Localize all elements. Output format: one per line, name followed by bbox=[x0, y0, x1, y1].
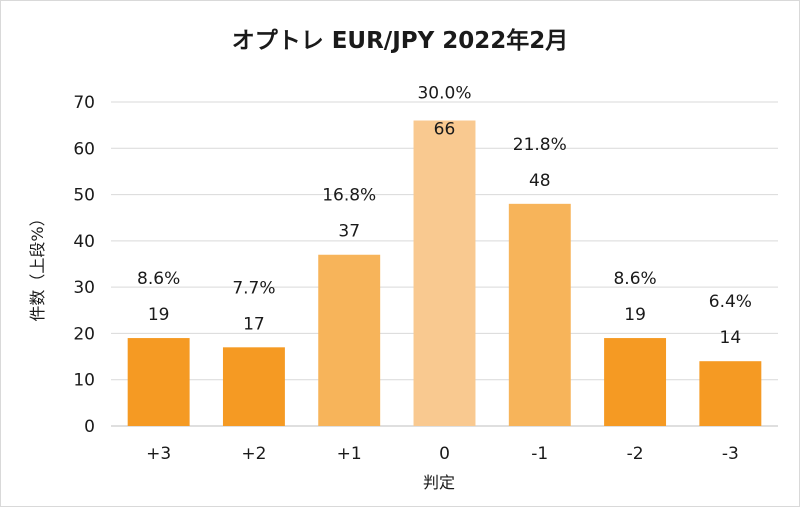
y-tick-label: 0 bbox=[84, 417, 95, 437]
x-tick-label: +3 bbox=[146, 444, 171, 464]
y-tick-label: 60 bbox=[73, 139, 95, 159]
bar bbox=[222, 347, 285, 426]
percent-label: 8.6% bbox=[137, 269, 180, 289]
percent-label: 6.4% bbox=[709, 292, 752, 312]
percent-label: 8.6% bbox=[613, 269, 656, 289]
x-axis-title: 判定 bbox=[423, 473, 455, 492]
y-tick-label: 50 bbox=[73, 186, 95, 206]
y-tick-label: 70 bbox=[73, 93, 95, 113]
value-label: 19 bbox=[624, 305, 646, 325]
y-tick-label: 30 bbox=[73, 278, 95, 298]
bar bbox=[318, 254, 381, 426]
bar bbox=[508, 203, 571, 426]
chart-title: オプトレ EUR/JPY 2022年2月 bbox=[231, 28, 569, 54]
percent-label: 21.8% bbox=[513, 135, 567, 155]
value-label: 17 bbox=[243, 314, 265, 334]
value-label: 14 bbox=[720, 328, 742, 348]
percent-label: 16.8% bbox=[322, 186, 376, 206]
x-tick-label: -3 bbox=[722, 444, 739, 464]
value-label: 66 bbox=[434, 120, 456, 140]
y-tick-label: 40 bbox=[73, 232, 95, 252]
bar bbox=[604, 338, 667, 426]
axis-ticks: 0 10 20 30 40 50 60 70 +3 +2 +1 0 -1 -2 -3 bbox=[73, 93, 738, 464]
value-label: 19 bbox=[148, 305, 170, 325]
y-tick-label: 10 bbox=[73, 371, 95, 391]
y-axis-title: 件数（上段%） bbox=[28, 210, 47, 321]
percent-label: 7.7% bbox=[232, 278, 275, 298]
value-label: 37 bbox=[338, 222, 360, 242]
percent-label: 30.0% bbox=[417, 84, 471, 104]
x-tick-label: -1 bbox=[531, 444, 548, 464]
x-tick-label: 0 bbox=[439, 444, 450, 464]
bar bbox=[127, 338, 190, 426]
x-tick-label: +1 bbox=[337, 444, 362, 464]
bar bbox=[413, 120, 476, 426]
value-label: 48 bbox=[529, 171, 551, 191]
data-labels: 19 8.6% 17 7.7% 37 16.8% 66 30.0% 48 21.8% 19 8.6% 1… bbox=[137, 84, 752, 349]
x-tick-label: -2 bbox=[627, 444, 644, 464]
bar bbox=[699, 361, 762, 426]
bars bbox=[127, 120, 762, 426]
y-tick-label: 20 bbox=[73, 324, 95, 344]
x-tick-label: +2 bbox=[241, 444, 266, 464]
